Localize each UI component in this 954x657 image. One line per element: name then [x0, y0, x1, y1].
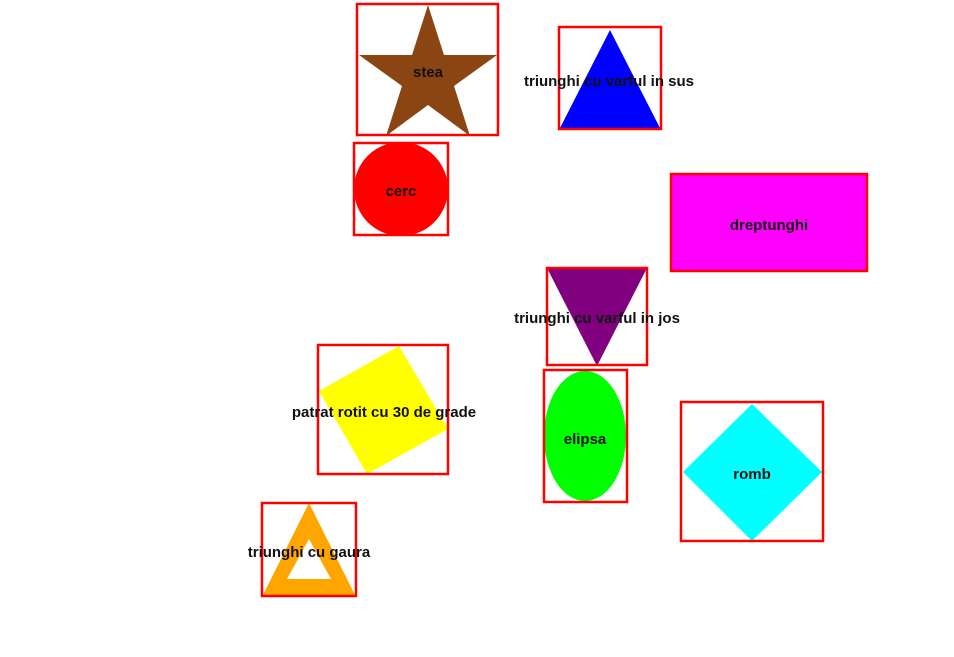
triangle-up-group: triunghi cu varful in sus [524, 25, 694, 131]
triangle-up-shape [559, 30, 661, 130]
star-group: stea [355, 2, 500, 137]
triangle-down-bounding-box [545, 266, 649, 367]
star-bounding-box [355, 2, 500, 137]
circle-bounding-box [352, 141, 450, 237]
rotated-square-label: patrat rotit cu 30 de grade [292, 404, 476, 421]
rhombus-label: romb [733, 466, 771, 483]
triangle-down-group: triunghi cu varful in jos [514, 266, 680, 367]
hollow-triangle-bounding-box [260, 501, 358, 598]
rotated-square-shape [319, 346, 448, 474]
ellipse-group: elipsa [542, 368, 629, 504]
rectangle-group: dreptunghi [669, 172, 869, 273]
circle-shape [354, 142, 448, 236]
rotated-square-bounding-box [316, 343, 450, 476]
star-shape [359, 5, 497, 136]
rectangle-bounding-box [669, 172, 869, 273]
triangle-down-shape [547, 268, 647, 366]
rectangle-label: dreptunghi [730, 217, 808, 234]
circle-group: cerc [352, 141, 450, 237]
rhombus-shape [683, 404, 822, 541]
hollow-triangle-group: triunghi cu gaura [248, 501, 371, 598]
rhombus-group: romb [679, 400, 825, 543]
rotated-square-group: patrat rotit cu 30 de grade [292, 343, 476, 476]
triangle-up-label: triunghi cu varful in sus [524, 73, 694, 90]
ellipse-label: elipsa [564, 431, 607, 448]
rectangle-shape [671, 174, 867, 271]
triangle-down-label: triunghi cu varful in jos [514, 310, 680, 327]
triangle-up-bounding-box [557, 25, 663, 131]
ellipse-bounding-box [542, 368, 629, 504]
ellipse-shape [544, 371, 626, 501]
hollow-triangle-shape [262, 503, 356, 597]
rhombus-bounding-box [679, 400, 825, 543]
circle-label: cerc [386, 183, 417, 200]
hollow-triangle-label: triunghi cu gaura [248, 544, 371, 561]
star-label: stea [413, 64, 444, 81]
